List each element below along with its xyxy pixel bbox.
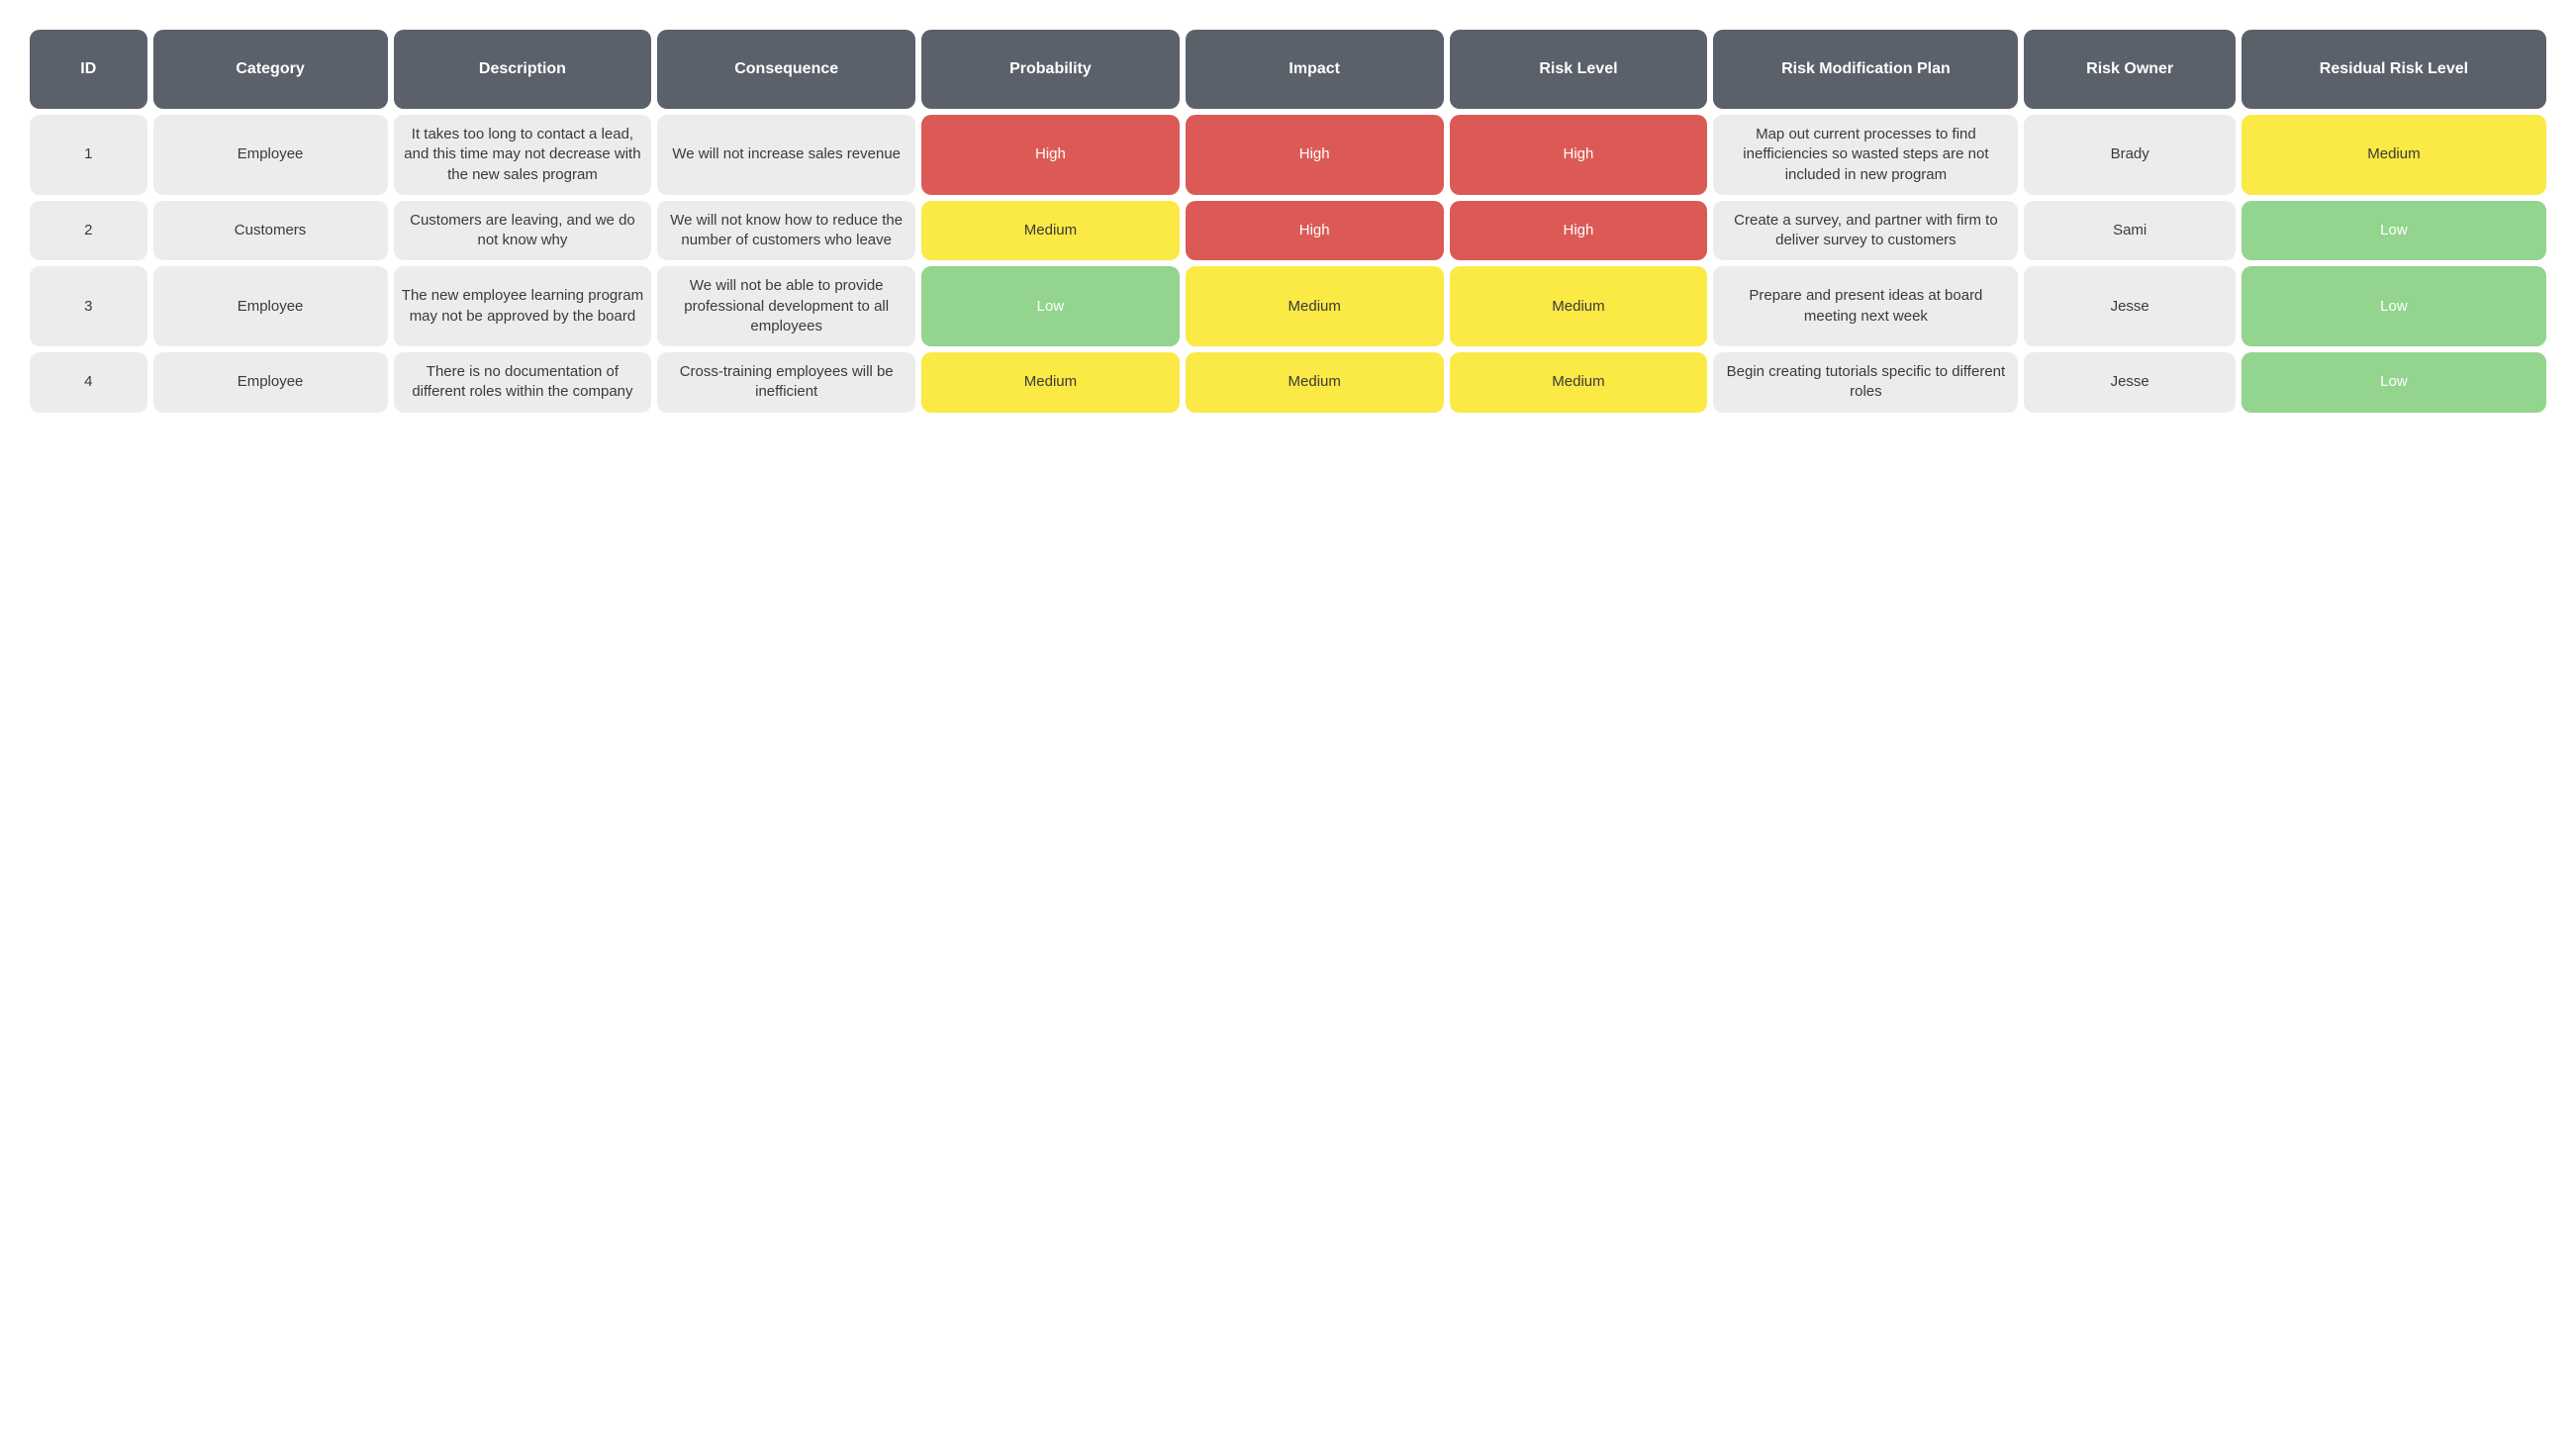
column-header-id: ID (30, 30, 147, 109)
cell-impact: High (1186, 115, 1444, 195)
cell-impact: Medium (1186, 266, 1444, 346)
cell-category: Employee (153, 352, 388, 413)
column-header-residual: Residual Risk Level (2242, 30, 2546, 109)
cell-consequence: We will not be able to provide professio… (657, 266, 915, 346)
cell-plan: Map out current processes to find ineffi… (1713, 115, 2018, 195)
cell-residual: Medium (2242, 115, 2546, 195)
cell-owner: Jesse (2024, 266, 2235, 346)
column-header-description: Description (394, 30, 652, 109)
column-header-impact: Impact (1186, 30, 1444, 109)
column-header-risk_level: Risk Level (1450, 30, 1708, 109)
column-header-category: Category (153, 30, 388, 109)
cell-description: The new employee learning program may no… (394, 266, 652, 346)
cell-plan: Begin creating tutorials specific to dif… (1713, 352, 2018, 413)
column-header-consequence: Consequence (657, 30, 915, 109)
cell-residual: Low (2242, 352, 2546, 413)
cell-risk_level: Medium (1450, 352, 1708, 413)
cell-category: Employee (153, 266, 388, 346)
cell-owner: Sami (2024, 201, 2235, 261)
risk-register-table: IDCategoryDescriptionConsequenceProbabil… (30, 30, 2546, 413)
cell-consequence: We will not increase sales revenue (657, 115, 915, 195)
cell-probability: Medium (921, 352, 1180, 413)
cell-plan: Create a survey, and partner with firm t… (1713, 201, 2018, 261)
cell-id: 1 (30, 115, 147, 195)
cell-plan: Prepare and present ideas at board meeti… (1713, 266, 2018, 346)
cell-probability: Low (921, 266, 1180, 346)
cell-description: Customers are leaving, and we do not kno… (394, 201, 652, 261)
cell-residual: Low (2242, 266, 2546, 346)
cell-risk_level: High (1450, 115, 1708, 195)
cell-description: It takes too long to contact a lead, and… (394, 115, 652, 195)
cell-residual: Low (2242, 201, 2546, 261)
cell-id: 4 (30, 352, 147, 413)
cell-risk_level: High (1450, 201, 1708, 261)
cell-id: 3 (30, 266, 147, 346)
cell-consequence: We will not know how to reduce the numbe… (657, 201, 915, 261)
cell-risk_level: Medium (1450, 266, 1708, 346)
cell-impact: High (1186, 201, 1444, 261)
cell-probability: High (921, 115, 1180, 195)
cell-impact: Medium (1186, 352, 1444, 413)
column-header-plan: Risk Modification Plan (1713, 30, 2018, 109)
cell-probability: Medium (921, 201, 1180, 261)
cell-id: 2 (30, 201, 147, 261)
cell-owner: Jesse (2024, 352, 2235, 413)
column-header-probability: Probability (921, 30, 1180, 109)
cell-owner: Brady (2024, 115, 2235, 195)
column-header-owner: Risk Owner (2024, 30, 2235, 109)
cell-description: There is no documentation of different r… (394, 352, 652, 413)
cell-consequence: Cross-training employees will be ineffic… (657, 352, 915, 413)
cell-category: Customers (153, 201, 388, 261)
cell-category: Employee (153, 115, 388, 195)
